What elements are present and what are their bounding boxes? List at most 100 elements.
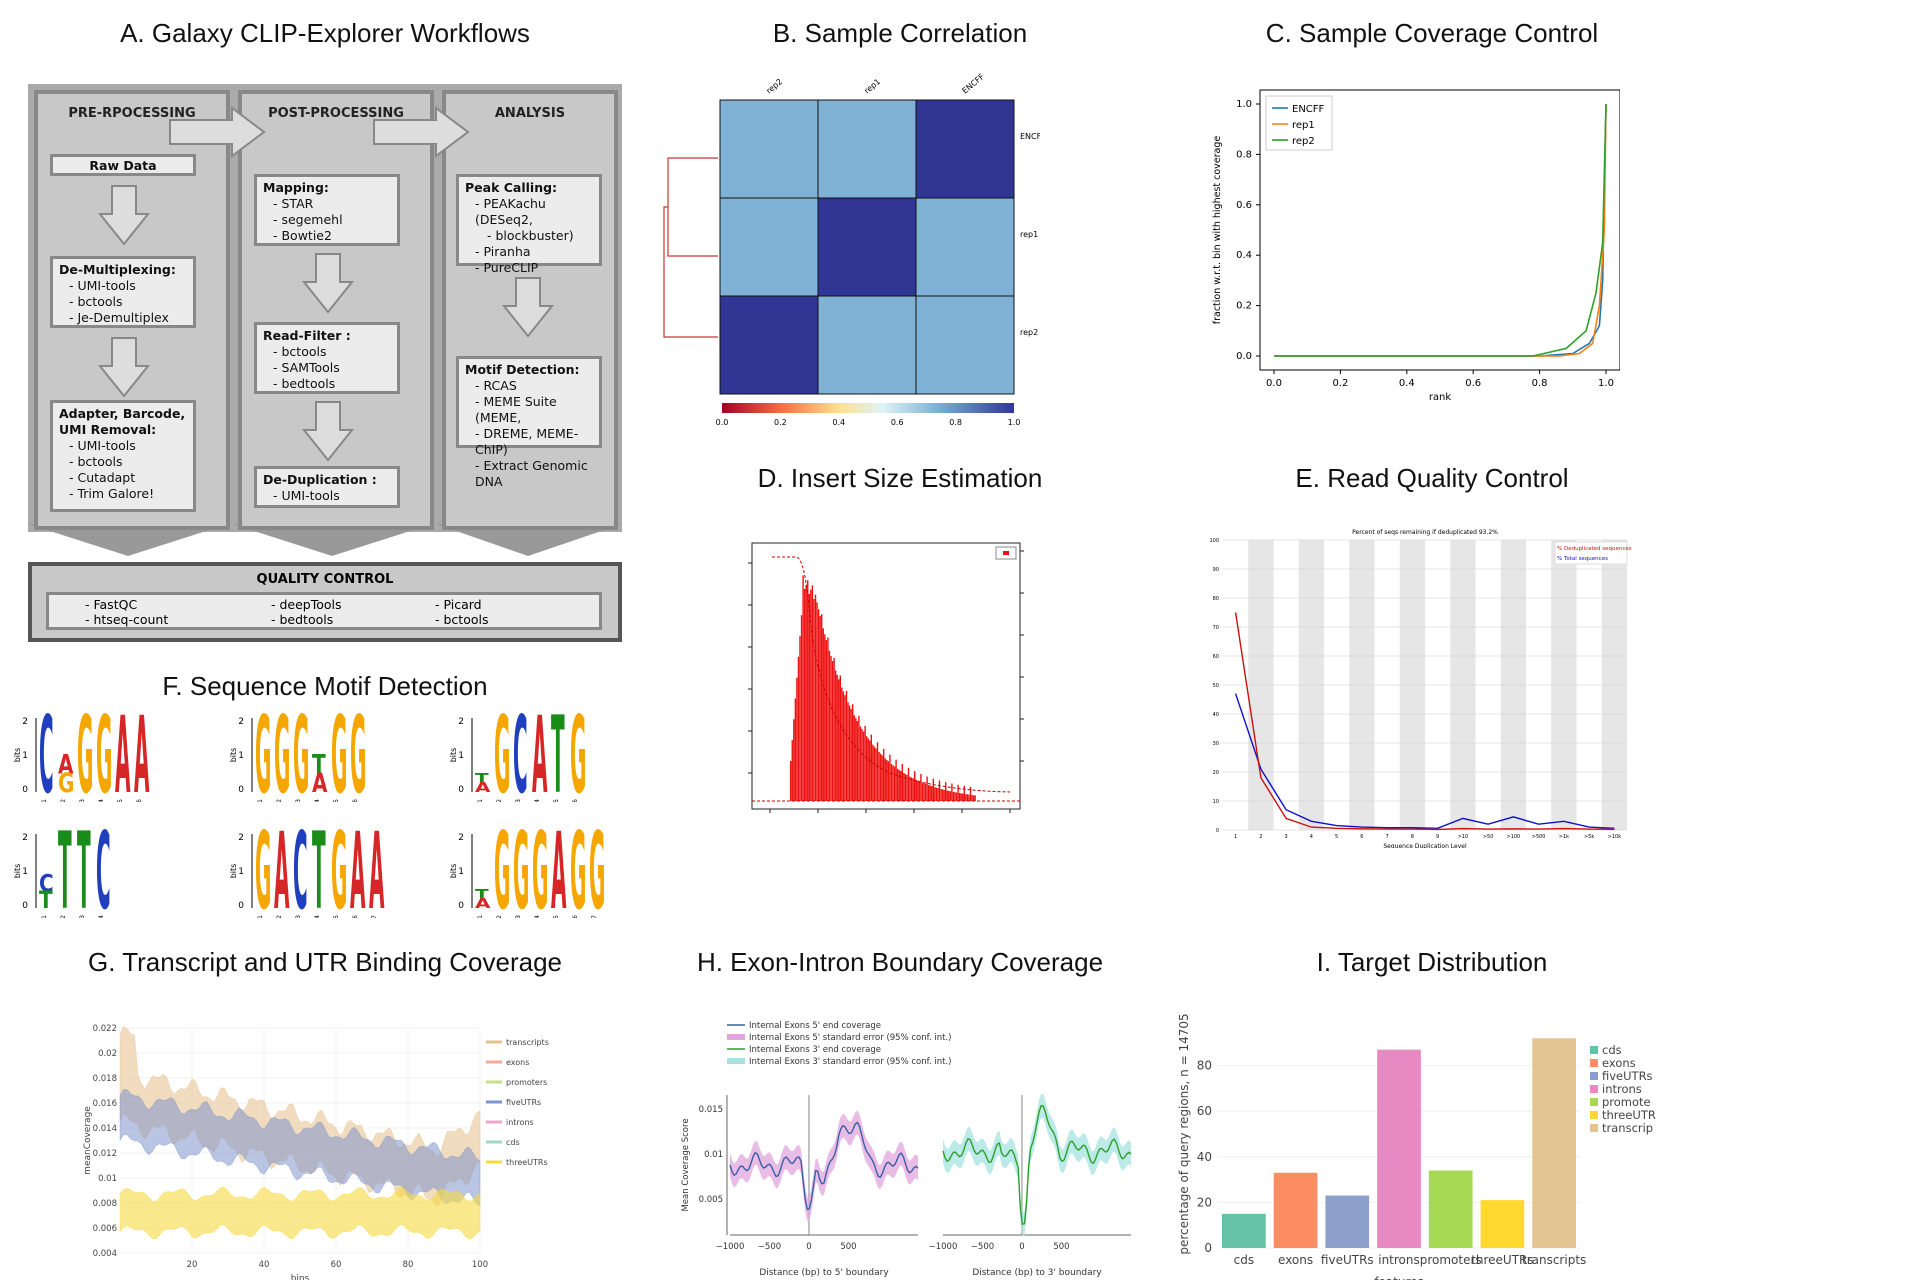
legend-label: Internal Exons 5' standard error (95% co… — [749, 1033, 952, 1043]
down-arrow-icon — [502, 277, 554, 338]
legend-label: Internal Exons 5' end coverage — [749, 1021, 881, 1031]
motif-letter: G — [331, 712, 347, 802]
histogram-bar — [805, 584, 807, 801]
motif-x-tick: 1 — [477, 799, 484, 802]
motif-y-tick: 2 — [458, 717, 464, 727]
histogram-bar — [884, 758, 886, 801]
colorbar-tick-label: 0.8 — [949, 418, 962, 427]
motif-y-tick: 2 — [458, 833, 464, 843]
demultiplexing-box: De-Multiplexing: UMI-tools bctools Je-De… — [50, 256, 196, 328]
y-tick-label: 20 — [1213, 770, 1219, 776]
motif-letter: C — [513, 712, 528, 802]
y-tick-label: 60 — [1213, 654, 1219, 660]
x-tick-label: 500 — [840, 1242, 856, 1252]
deduplication-box: De-Duplication : UMI-tools — [254, 466, 400, 508]
motif-position: G — [494, 828, 510, 918]
motif-position: A — [115, 712, 131, 802]
standard-error-band — [730, 1110, 918, 1222]
legend-label: exons — [1602, 1056, 1636, 1070]
x-tick-label: 7 — [1386, 834, 1389, 840]
x-tick-label: 80 — [403, 1260, 414, 1270]
colorbar-tick-label: 0.0 — [716, 418, 729, 427]
histogram-bar — [906, 774, 908, 801]
motif-position: A — [350, 828, 366, 918]
histogram-bar — [898, 769, 900, 801]
motif-x-tick: 3 — [79, 915, 86, 918]
motif-letter: G — [255, 828, 271, 918]
histogram-bar — [808, 594, 810, 801]
x-axis-label: Distance (bp) to 5' boundary — [759, 1268, 889, 1278]
histogram-bar — [859, 726, 862, 801]
total-sequences-line — [1234, 693, 1615, 830]
bar-promoters — [1428, 1170, 1473, 1248]
histogram-bar — [842, 691, 845, 801]
down-arrow-icon — [302, 401, 354, 462]
heatmap-cell — [915, 295, 1015, 395]
chart-title: Percent of seqs remaining if deduplicate… — [1352, 529, 1498, 536]
heatmap-col-label: ENCFF — [961, 72, 987, 96]
motif-letter: C — [39, 712, 54, 802]
histogram-bar — [903, 773, 905, 801]
x-tick-label: 60 — [331, 1260, 342, 1270]
histogram-bar — [853, 715, 855, 801]
x-tick-label: >5k — [1584, 834, 1594, 840]
motif-x-tick: 6 — [572, 799, 579, 802]
colorbar-tick-label: 0.2 — [774, 418, 787, 427]
histogram-bar — [862, 731, 865, 801]
panel-a-title: A. Galaxy CLIP-Explorer Workflows — [120, 18, 530, 48]
heatmap-cell — [719, 99, 819, 199]
motif-letter: A — [475, 780, 492, 796]
x-tick-label: threeUTRs — [1471, 1253, 1533, 1267]
panel-d-title: D. Insert Size Estimation — [757, 463, 1043, 493]
legend-label: introns — [1602, 1082, 1642, 1096]
x-tick-label: −1000 — [929, 1242, 958, 1252]
heatmap-cell — [915, 99, 1015, 199]
motif-letter: G — [331, 828, 347, 918]
histogram-bar — [971, 795, 973, 801]
down-arrow-icon — [302, 253, 354, 314]
histogram-bar — [923, 783, 925, 801]
motif-x-tick: 2 — [496, 915, 503, 918]
legend-swatch — [1590, 1085, 1598, 1093]
legend-swatch — [1003, 551, 1009, 555]
histogram-bar — [825, 640, 828, 801]
histogram-bar — [881, 755, 883, 801]
motif-letter: G — [96, 712, 112, 802]
heatmap-row-label: ENCFF — [1020, 132, 1040, 141]
y-tick-label: 100 — [1209, 538, 1219, 544]
motif-x-tick: 3 — [295, 915, 302, 918]
motif-letter: C — [96, 828, 111, 918]
x-tick-label: 9 — [1436, 834, 1439, 840]
y-tick-label: 0.005 — [699, 1195, 723, 1205]
y-tick-label: 0.01 — [704, 1150, 723, 1160]
histogram-bar — [954, 792, 956, 801]
histogram-bar — [878, 752, 880, 801]
workflow-chevrons — [28, 524, 622, 556]
heatmap-cell — [719, 197, 819, 297]
y-tick-label: 80 — [1213, 596, 1219, 602]
motif-position: G — [570, 712, 586, 802]
peak-calling-box: Peak Calling: PEAKachu (DESeq2, blockbus… — [456, 174, 602, 275]
motif-letter: G — [589, 828, 605, 918]
motif-y-tick: 1 — [22, 867, 28, 877]
y-tick-label: 0.02 — [98, 1049, 117, 1059]
motif-letter: G — [494, 828, 510, 918]
legend-swatch — [1590, 1059, 1598, 1067]
histogram-bar — [834, 670, 837, 801]
x-tick-label: 100 — [472, 1260, 488, 1270]
x-tick-label: 1.0 — [1598, 378, 1614, 389]
legend-label: fiveUTRs — [506, 1098, 541, 1107]
y-tick-label: 0.012 — [93, 1149, 117, 1159]
heatmap-col-label: rep1 — [863, 77, 883, 96]
motif-y-label: bits — [13, 864, 22, 879]
motif-x-tick: 3 — [295, 799, 302, 802]
y-tick-label: 40 — [1197, 1150, 1212, 1164]
x-tick-label: >1k — [1559, 834, 1569, 840]
motif-position: A — [369, 828, 385, 918]
histogram-bar — [833, 657, 835, 801]
histogram-bar — [940, 788, 942, 801]
motif-letter: T — [551, 712, 565, 802]
x-tick-label: 5 — [1335, 834, 1338, 840]
motif-y-tick: 0 — [238, 901, 244, 911]
